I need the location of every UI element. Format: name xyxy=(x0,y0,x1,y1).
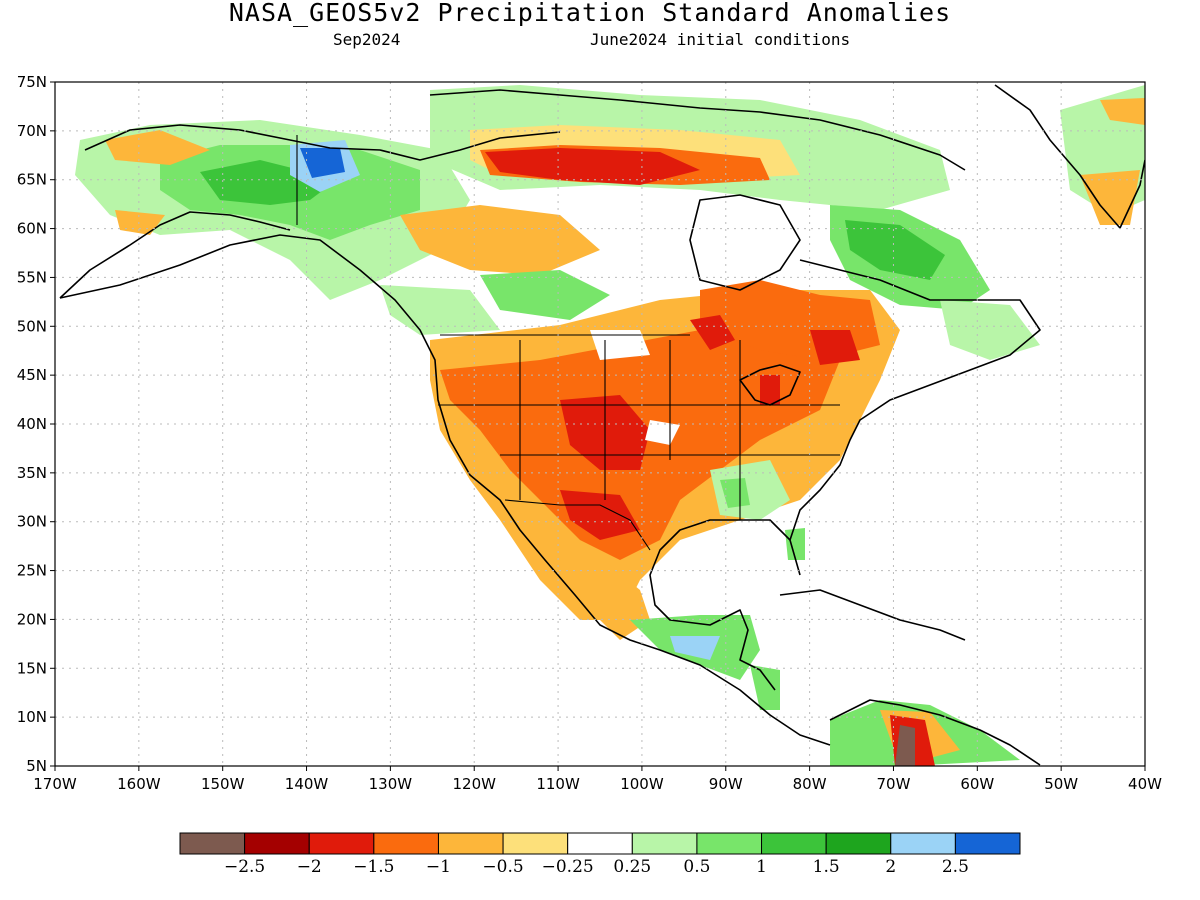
anomaly-patch xyxy=(115,210,165,235)
lat-tick-label: 65N xyxy=(17,171,47,189)
anomaly-patch xyxy=(760,375,780,405)
lat-tick-label: 50N xyxy=(17,317,47,335)
plot-area xyxy=(59,84,1145,766)
lon-tick-label: 110W xyxy=(536,775,580,793)
map-title: NASA_GEOS5v2 Precipitation Standard Anom… xyxy=(228,0,952,27)
anomaly-patch xyxy=(785,528,805,560)
anomaly-field xyxy=(75,85,1145,766)
anomaly-patch xyxy=(560,560,650,640)
lat-tick-label: 70N xyxy=(17,122,47,140)
colorbar-swatch xyxy=(179,832,246,855)
lat-tick-label: 30N xyxy=(17,513,47,531)
colorbar-label: 1.5 xyxy=(813,857,840,877)
anomaly-patch xyxy=(1100,98,1145,125)
anomaly-patch xyxy=(485,148,700,185)
colorbar-swatch xyxy=(308,832,375,855)
colorbar-label: 1 xyxy=(756,857,767,877)
graticule xyxy=(55,82,1145,766)
lat-tick-label: 60N xyxy=(17,220,47,238)
lon-tick-label: 140W xyxy=(285,775,329,793)
colorbar-swatch xyxy=(373,832,439,855)
colorbar-swatch xyxy=(954,832,1021,855)
colorbar-swatch xyxy=(567,832,633,855)
colorbar-label: −2 xyxy=(297,857,322,877)
lon-tick-label: 50W xyxy=(1044,775,1078,793)
lat-tick-label: 5N xyxy=(26,757,47,775)
colorbar-label: 0.5 xyxy=(683,857,710,877)
coastlines xyxy=(59,84,1145,766)
lon-tick-label: 60W xyxy=(960,775,994,793)
colorbar-label: −0.5 xyxy=(482,857,523,877)
anomaly-patch xyxy=(720,478,750,508)
anomaly-patch xyxy=(750,665,780,710)
lon-tick-label: 100W xyxy=(620,775,664,793)
colorbar-swatch xyxy=(502,832,569,855)
latitude-labels: 5N 10N 15N 20N 25N 30N 35N 40N 45N 50N 55N 60N 65N 70… xyxy=(17,73,55,775)
political-borders xyxy=(296,135,840,551)
lon-tick-label: 130W xyxy=(369,775,413,793)
colorbar-swatch xyxy=(696,832,763,855)
colorbar-swatch xyxy=(761,832,827,855)
lat-tick-label: 15N xyxy=(17,659,47,677)
initial-conditions: June2024 initial conditions xyxy=(590,30,851,49)
lat-tick-label: 55N xyxy=(17,268,47,286)
anomaly-patch xyxy=(400,205,600,275)
lon-tick-label: 70W xyxy=(877,775,911,793)
lat-tick-label: 25N xyxy=(17,562,47,580)
colorbar-swatch xyxy=(437,832,504,855)
anomaly-patch xyxy=(895,725,915,766)
lon-tick-label: 40W xyxy=(1128,775,1162,793)
lon-tick-label: 80W xyxy=(793,775,827,793)
anomaly-patch xyxy=(300,148,345,178)
colorbar-swatch xyxy=(825,832,892,855)
anomaly-patch xyxy=(560,490,640,540)
lon-tick-label: 160W xyxy=(117,775,161,793)
colorbar-label: −2.5 xyxy=(224,857,265,877)
anomaly-patch xyxy=(690,315,735,350)
anomaly-patch xyxy=(845,220,945,280)
lat-tick-label: 45N xyxy=(17,366,47,384)
colorbar-label: 2 xyxy=(885,857,896,877)
colorbar-swatch xyxy=(890,832,956,855)
lon-tick-label: 90W xyxy=(709,775,743,793)
lon-tick-label: 170W xyxy=(33,775,77,793)
colorbar-swatch xyxy=(244,832,310,855)
forecast-month: Sep2024 xyxy=(333,30,401,49)
colorbar-label: 2.5 xyxy=(942,857,969,877)
longitude-labels: 170W 160W 150W 140W 130W 120W 110W 100W 90W 80W 70… xyxy=(33,766,1162,793)
anomaly-patch xyxy=(810,330,860,365)
anomaly-patch xyxy=(480,270,610,320)
colorbar-label: −0.25 xyxy=(542,857,594,877)
colorbar-label: 0.25 xyxy=(613,857,651,877)
colorbar-labels: −2.5 −2 −1.5 −1 −0.5 −0.25 0.25 0.5 1 1.5 2 2.5 xyxy=(224,857,969,877)
anomaly-patch xyxy=(670,636,720,660)
lon-tick-label: 120W xyxy=(452,775,496,793)
colorbar-label: −1 xyxy=(426,857,451,877)
colorbar-label: −1.5 xyxy=(353,857,394,877)
lon-tick-label: 150W xyxy=(201,775,245,793)
lat-tick-label: 10N xyxy=(17,708,47,726)
lat-tick-label: 35N xyxy=(17,464,47,482)
lat-tick-label: 75N xyxy=(17,73,47,91)
anomaly-patch xyxy=(380,285,500,335)
anomaly-patch xyxy=(940,300,1040,360)
colorbar-swatch xyxy=(631,832,698,855)
colorbar xyxy=(179,832,1021,855)
anomaly-patch xyxy=(1080,170,1140,225)
anomaly-patch xyxy=(105,130,210,165)
lat-tick-label: 20N xyxy=(17,610,47,628)
anomaly-patch xyxy=(645,420,680,445)
lat-tick-label: 40N xyxy=(17,415,47,433)
